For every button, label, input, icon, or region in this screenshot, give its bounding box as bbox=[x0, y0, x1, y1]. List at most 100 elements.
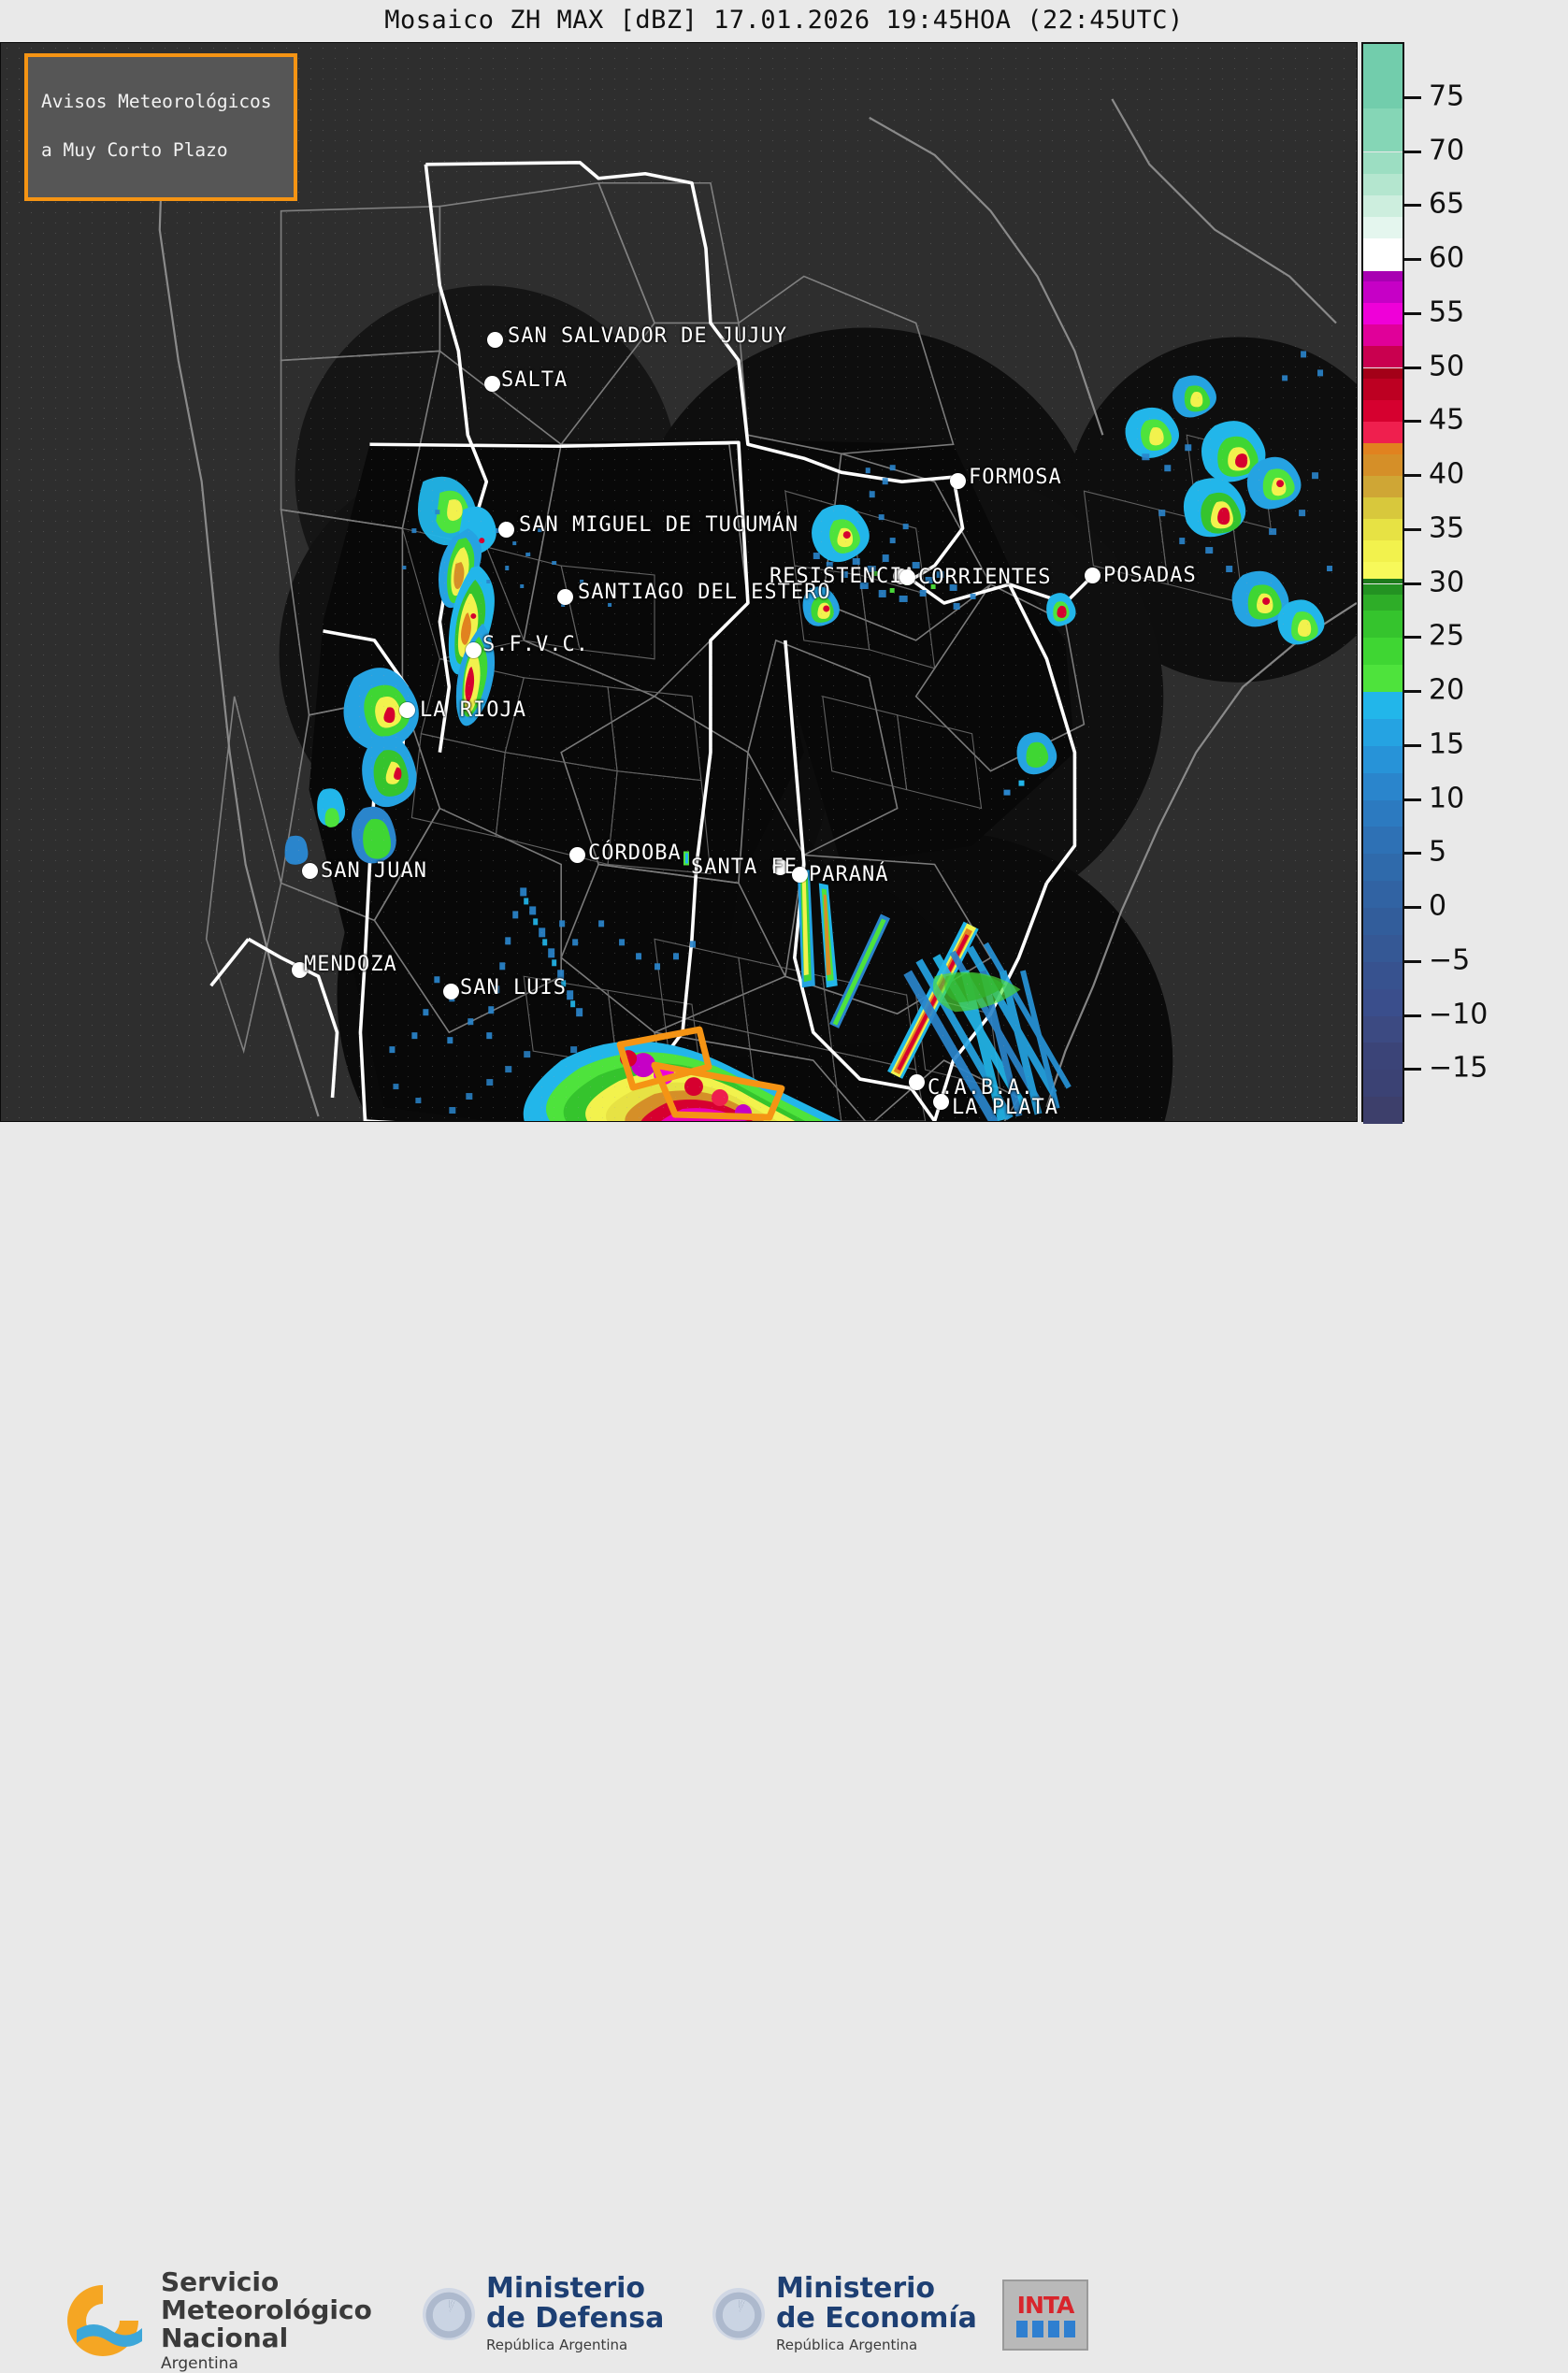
colorbar-segment bbox=[1363, 961, 1403, 989]
colorbar-segment bbox=[1363, 583, 1403, 596]
colorbar-tick bbox=[1404, 1014, 1421, 1017]
radar-echoes bbox=[284, 351, 1333, 1121]
colorbar-segment bbox=[1363, 237, 1403, 260]
colorbar-tick-label: 15 bbox=[1429, 727, 1465, 761]
city-name-label: SAN LUIS bbox=[460, 976, 567, 1000]
colorbar-segment bbox=[1363, 595, 1403, 611]
radar-map[interactable] bbox=[0, 42, 1358, 1122]
warning-line-1: Avisos Meteorológicos bbox=[41, 90, 272, 112]
city-name-label: S.F.V.C. bbox=[482, 633, 589, 656]
colorbar-segment bbox=[1363, 281, 1403, 304]
colorbar-segment bbox=[1363, 443, 1403, 454]
colorbar-tick-label: 70 bbox=[1429, 134, 1465, 166]
colorbar-segment bbox=[1363, 173, 1403, 195]
city-dot-icon bbox=[557, 589, 573, 605]
colorbar-segment bbox=[1363, 988, 1403, 1016]
city-name-label: SANTIAGO DEL ESTERO bbox=[578, 581, 831, 604]
colorbar-tick bbox=[1404, 527, 1421, 531]
city-name-label: SAN MIGUEL DE TUCUMÁN bbox=[519, 513, 799, 537]
colorbar-segment bbox=[1363, 745, 1403, 773]
logo-ministerio-de-economia: Ministerio de Economía República Argenti… bbox=[712, 2274, 977, 2353]
colorbar-tick bbox=[1404, 1068, 1421, 1071]
defensa-wordmark: Ministerio de Defensa República Argentin… bbox=[486, 2274, 664, 2353]
city-name-label: FORMOSA bbox=[969, 466, 1062, 489]
colorbar-segment bbox=[1363, 303, 1403, 325]
colorbar-tick bbox=[1404, 311, 1421, 315]
colorbar-tick-label: 20 bbox=[1429, 673, 1465, 707]
city-dot-icon bbox=[399, 702, 415, 718]
colorbar-tick bbox=[1404, 959, 1421, 963]
city-name-label: SAN SALVADOR DE JUJUY bbox=[508, 324, 788, 348]
colorbar-tick bbox=[1404, 474, 1421, 477]
colorbar-segment bbox=[1363, 692, 1403, 719]
colorbar-segment bbox=[1363, 1070, 1403, 1098]
colorbar-tick-label: 65 bbox=[1429, 187, 1465, 221]
colorbar-tick-label: 60 bbox=[1429, 241, 1465, 275]
colorbar-segment bbox=[1363, 827, 1403, 855]
colorbar-tick-label: 35 bbox=[1429, 511, 1465, 545]
city-name-label: LA PLATA bbox=[952, 1096, 1058, 1119]
economia-line-3: República Argentina bbox=[776, 2337, 918, 2353]
colorbar-tick-label: −10 bbox=[1429, 998, 1489, 1030]
colorbar-segment bbox=[1363, 270, 1403, 282]
colorbar-segment bbox=[1363, 638, 1403, 666]
colorbar-segment bbox=[1363, 934, 1403, 962]
colorbar-tick-label: 55 bbox=[1429, 295, 1465, 329]
colorbar-segment bbox=[1363, 718, 1403, 746]
colorbar-tick bbox=[1404, 690, 1421, 693]
colorbar-segment bbox=[1363, 881, 1403, 908]
colorbar-segment bbox=[1363, 908, 1403, 935]
city-name-label: SAN JUAN bbox=[321, 859, 427, 883]
defensa-line-3: República Argentina bbox=[486, 2337, 628, 2353]
economia-line-1: Ministerio bbox=[776, 2272, 936, 2305]
colorbar-segment bbox=[1363, 346, 1403, 368]
city-dot-icon bbox=[772, 859, 788, 875]
city-dot-icon bbox=[443, 984, 459, 1000]
colorbar-tick bbox=[1404, 906, 1421, 909]
colorbar-segment bbox=[1363, 562, 1403, 579]
city-dot-icon bbox=[950, 473, 966, 489]
colorbar-segment bbox=[1363, 799, 1403, 827]
smn-line-4: Argentina bbox=[161, 2353, 238, 2373]
colorbar-tick bbox=[1404, 366, 1421, 369]
colorbar-tick-label: 40 bbox=[1429, 457, 1465, 491]
colorbar-tick-label: 30 bbox=[1429, 566, 1465, 598]
colorbar bbox=[1361, 42, 1417, 1124]
inta-bars-icon bbox=[1016, 2320, 1075, 2337]
country-borders bbox=[158, 93, 1357, 1117]
city-name-label: MENDOZA bbox=[304, 953, 397, 976]
city-dot-icon bbox=[909, 1074, 925, 1090]
colorbar-tick bbox=[1404, 852, 1421, 856]
colorbar-segment bbox=[1363, 854, 1403, 882]
city-dot-icon bbox=[792, 867, 808, 883]
defensa-line-2: de Defensa bbox=[486, 2301, 665, 2335]
colorbar-tick bbox=[1404, 150, 1421, 153]
city-name-label: LA RIOJA bbox=[420, 698, 526, 722]
colorbar-tick bbox=[1404, 636, 1421, 640]
page-title: Mosaico ZH MAX [dBZ] 17.01.2026 19:45HOA… bbox=[0, 0, 1568, 39]
economia-wordmark: Ministerio de Economía República Argenti… bbox=[776, 2274, 977, 2353]
colorbar-segment bbox=[1363, 260, 1403, 271]
inta-card: INTA bbox=[1002, 2280, 1088, 2351]
footer-logos: Servicio Meteorológico Nacional Argentin… bbox=[0, 1122, 1568, 2372]
colorbar-segment bbox=[1363, 151, 1403, 174]
city-dot-icon bbox=[933, 1094, 949, 1110]
colorbar-segment bbox=[1363, 1097, 1403, 1124]
short-term-warning-legend: Avisos Meteorológicos a Muy Corto Plazo bbox=[24, 53, 297, 201]
city-dot-icon bbox=[899, 569, 915, 585]
smn-line-1: Servicio bbox=[161, 2266, 280, 2297]
city-dot-icon bbox=[484, 376, 500, 392]
colorbar-segment bbox=[1363, 400, 1403, 423]
colorbar-segment bbox=[1363, 519, 1403, 541]
colorbar-tick bbox=[1404, 204, 1421, 208]
city-name-label: CÓRDOBA bbox=[588, 841, 682, 865]
city-dot-icon bbox=[1085, 568, 1100, 583]
inta-wordmark: INTA bbox=[1016, 2291, 1075, 2319]
economia-line-2: de Economía bbox=[776, 2301, 977, 2335]
city-name-label: SANTA FE bbox=[691, 856, 798, 879]
colorbar-tick-label: 0 bbox=[1429, 889, 1447, 923]
colorbar-segment bbox=[1363, 108, 1403, 152]
city-name-label: PARANÁ bbox=[809, 863, 889, 886]
alert-polygon-2 bbox=[651, 1061, 785, 1121]
smn-line-3: Nacional bbox=[161, 2323, 289, 2354]
